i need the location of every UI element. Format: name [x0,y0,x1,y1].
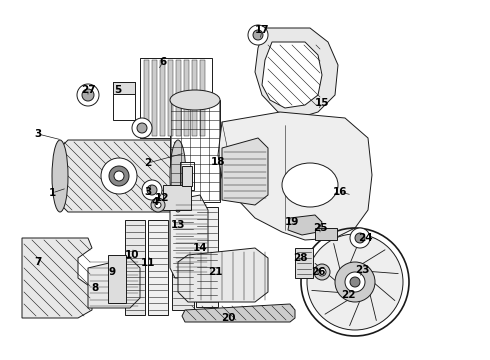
Text: 25: 25 [313,223,327,233]
Bar [315,228,337,240]
Circle shape [155,202,161,208]
Text: 17: 17 [255,25,270,35]
Polygon shape [178,248,268,302]
Circle shape [77,84,99,106]
Bar [160,60,165,136]
Circle shape [151,198,165,212]
Polygon shape [182,304,295,322]
Text: 5: 5 [114,85,122,95]
Circle shape [253,30,263,40]
Circle shape [82,89,94,101]
Text: 2: 2 [145,158,151,168]
Text: 7: 7 [34,257,42,267]
Polygon shape [22,238,92,318]
Text: 27: 27 [81,85,96,95]
Polygon shape [218,112,372,240]
Ellipse shape [52,140,68,212]
Polygon shape [262,42,322,108]
Text: 9: 9 [108,267,116,277]
Ellipse shape [170,90,220,110]
Bar [182,166,192,186]
Text: 3: 3 [145,187,151,197]
Text: 26: 26 [311,267,325,277]
Bar [168,60,173,136]
Bar [172,210,194,310]
Bar [180,162,194,190]
Bar [192,60,197,136]
Circle shape [147,185,157,195]
Circle shape [350,277,360,287]
Text: 19: 19 [285,217,299,227]
Circle shape [132,118,152,138]
Circle shape [109,166,129,186]
Text: 11: 11 [141,258,155,268]
Circle shape [345,272,365,292]
Text: 24: 24 [358,233,372,243]
Text: 12: 12 [155,193,169,203]
Text: 8: 8 [91,283,98,293]
Polygon shape [60,140,178,212]
Bar [170,100,220,202]
Text: 13: 13 [171,220,185,230]
Text: 3: 3 [34,129,42,139]
Text: 1: 1 [49,188,56,198]
Bar [196,207,218,307]
Polygon shape [170,195,208,278]
Circle shape [350,228,370,248]
Polygon shape [288,215,322,235]
Bar [125,220,145,315]
Circle shape [101,158,137,194]
Bar [113,82,135,94]
Text: 4: 4 [151,197,159,207]
Circle shape [142,180,162,200]
Circle shape [137,123,147,133]
Bar [108,255,126,303]
Text: 28: 28 [293,253,307,263]
Text: 10: 10 [125,250,139,260]
Text: 14: 14 [193,243,207,253]
Ellipse shape [170,140,186,212]
Bar [184,60,189,136]
Bar [152,60,157,136]
Circle shape [318,268,326,276]
Polygon shape [88,258,140,308]
Circle shape [335,262,375,302]
Polygon shape [222,138,268,205]
Bar [163,185,191,210]
Text: 20: 20 [221,313,235,323]
Circle shape [355,233,365,243]
Circle shape [114,171,124,181]
Circle shape [307,234,403,330]
Text: 16: 16 [333,187,347,197]
Text: 15: 15 [315,98,329,108]
Circle shape [314,264,330,280]
Bar [144,60,149,136]
Circle shape [248,25,268,45]
Bar [113,82,135,120]
Polygon shape [255,28,338,118]
Bar [176,60,181,136]
Bar [140,58,212,138]
Text: 23: 23 [355,265,369,275]
Text: 22: 22 [341,290,355,300]
Text: 6: 6 [159,57,167,67]
Bar [295,248,313,278]
Bar [148,220,168,315]
Text: 21: 21 [208,267,222,277]
Bar [200,60,205,136]
Ellipse shape [282,163,338,207]
Text: 18: 18 [211,157,225,167]
